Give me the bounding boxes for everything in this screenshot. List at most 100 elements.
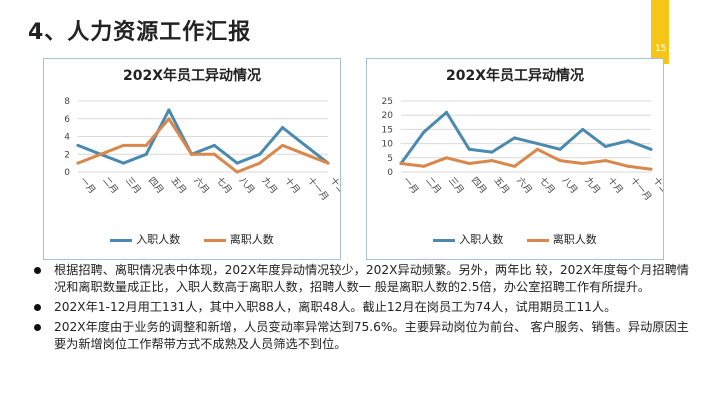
page-title: 4、人力资源工作汇报 xyxy=(28,20,252,45)
data-point-departures xyxy=(326,161,330,165)
x-tick-label: 三月 xyxy=(446,175,466,196)
data-point-hires xyxy=(235,161,239,165)
x-tick-label: 四月 xyxy=(469,175,489,196)
bullet-dot xyxy=(34,304,41,311)
data-point-departures xyxy=(281,143,285,147)
data-point-departures xyxy=(167,117,171,121)
page-number: 15 xyxy=(655,44,667,54)
chart-right: 0 5 10 15 20 25 一月 二月 三月 四月 五月 六月 七月 八月 九月 十月 十一月 十二月 20 2… xyxy=(366,58,664,260)
data-point-hires xyxy=(649,147,653,151)
data-point-departures xyxy=(399,161,403,165)
series-line-departures xyxy=(399,147,653,171)
bullet-item: 202X年度由于业务的调整和新增，人员变动率异常达到75.6%。主要异动岗位为前… xyxy=(34,319,694,353)
chart-right-legend: 入职人数 离职人数 xyxy=(367,231,663,247)
data-point-hires xyxy=(581,127,585,131)
data-point-departures xyxy=(490,159,494,163)
data-point-departures xyxy=(258,161,262,165)
x-tick-label: 十二月 xyxy=(651,175,663,203)
y-tick-label: 8 xyxy=(64,97,70,107)
x-tick-label: 九月 xyxy=(582,175,602,196)
x-tick-label: 一月 xyxy=(78,175,98,196)
legend-swatch-departures xyxy=(526,238,549,242)
data-point-departures xyxy=(626,164,630,168)
x-tick-label: 八月 xyxy=(237,175,257,196)
y-tick-label: 5 xyxy=(387,154,393,164)
bullet-dot xyxy=(34,267,41,274)
data-point-departures xyxy=(190,152,194,156)
data-point-departures xyxy=(212,152,216,156)
series-line-hires xyxy=(399,110,653,165)
data-point-hires xyxy=(513,136,517,140)
x-tick-label: 四月 xyxy=(146,175,166,196)
legend-label-hires: 入职人数 xyxy=(136,233,181,246)
data-point-departures xyxy=(303,152,307,156)
data-point-hires xyxy=(604,144,608,148)
x-tick-label: 十二月 xyxy=(328,175,340,203)
x-tick-label: 八月 xyxy=(560,175,580,196)
data-point-departures xyxy=(444,156,448,160)
data-point-departures xyxy=(581,161,585,165)
data-point-departures xyxy=(535,147,539,151)
chart-left: 0 2 4 6 8 一月 二月 三月 四月 五月 六月 七月 八月 九月 十月 十一月 十二月 202X年员工异… xyxy=(43,58,341,260)
bullet-text: 根据招聘、离职情况表中体现，202X年度异动情况较少，202X异动频繁。另外，两… xyxy=(54,263,689,294)
x-tick-label: 七月 xyxy=(537,175,557,196)
y-tick-label: 15 xyxy=(382,125,393,135)
x-tick-label: 十一月 xyxy=(628,175,655,203)
data-point-departures xyxy=(99,152,103,156)
data-point-departures xyxy=(604,159,608,163)
x-tick-label: 五月 xyxy=(492,175,512,196)
x-tick-label: 七月 xyxy=(214,175,234,196)
bullet-text: 202X年1-12月用工131人，其中入职88人，离职48人。截止12月在岗员工… xyxy=(54,300,617,314)
y-tick-label: 2 xyxy=(64,150,70,160)
bullet-list: 根据招聘、离职情况表中体现，202X年度异动情况较少，202X异动频繁。另外，两… xyxy=(34,262,694,356)
y-tick-label: 25 xyxy=(382,97,393,107)
legend-swatch-hires xyxy=(433,238,456,242)
data-point-hires xyxy=(444,110,448,114)
y-tick-label: 0 xyxy=(387,168,393,178)
data-point-departures xyxy=(558,159,562,163)
legend-swatch-departures xyxy=(203,238,226,242)
bullet-text: 202X年度由于业务的调整和新增，人员变动率异常达到75.6%。主要异动岗位为前… xyxy=(54,320,689,351)
x-tick-label: 二月 xyxy=(423,175,443,196)
chart-left-legend: 入职人数 离职人数 xyxy=(44,231,340,247)
x-tick-label: 三月 xyxy=(123,175,143,196)
x-tick-label: 五月 xyxy=(169,175,189,196)
data-point-hires xyxy=(144,152,148,156)
data-point-hires xyxy=(281,126,285,130)
accent-bar xyxy=(651,0,669,64)
x-tick-label: 六月 xyxy=(514,175,535,197)
x-tick-label: 一月 xyxy=(401,175,421,196)
data-point-hires xyxy=(490,150,494,154)
x-tick-label: 十月 xyxy=(605,175,626,197)
data-point-hires xyxy=(121,161,125,165)
data-point-hires xyxy=(422,130,426,134)
legend-item-departures: 离职人数 xyxy=(203,231,274,247)
y-tick-label: 10 xyxy=(382,140,394,150)
bullet-item: 根据招聘、离职情况表中体现，202X年度异动情况较少，202X异动频繁。另外，两… xyxy=(34,262,694,296)
legend-label-hires: 入职人数 xyxy=(459,233,504,246)
data-point-hires xyxy=(167,108,171,112)
data-point-hires xyxy=(76,143,80,147)
y-tick-label: 6 xyxy=(64,115,70,125)
x-tick-label: 二月 xyxy=(100,175,120,196)
data-point-hires xyxy=(212,143,216,147)
data-point-departures xyxy=(422,164,426,168)
bullet-dot xyxy=(34,324,41,331)
data-point-hires xyxy=(626,139,630,143)
data-point-departures xyxy=(121,143,125,147)
series-line-departures xyxy=(76,117,330,174)
bullet-item: 202X年1-12月用工131人，其中入职88人，离职48人。截止12月在岗员工… xyxy=(34,299,694,316)
data-point-departures xyxy=(649,167,653,171)
y-tick-label: 4 xyxy=(64,133,70,143)
y-tick-label: 20 xyxy=(382,111,394,121)
data-point-hires xyxy=(467,147,471,151)
data-point-departures xyxy=(235,170,239,174)
legend-item-departures: 离职人数 xyxy=(526,231,597,247)
series-line-hires xyxy=(76,108,330,165)
legend-item-hires: 入职人数 xyxy=(110,231,180,247)
data-point-hires xyxy=(535,142,539,146)
legend-item-hires: 入职人数 xyxy=(433,231,503,247)
x-tick-label: 九月 xyxy=(259,175,279,196)
